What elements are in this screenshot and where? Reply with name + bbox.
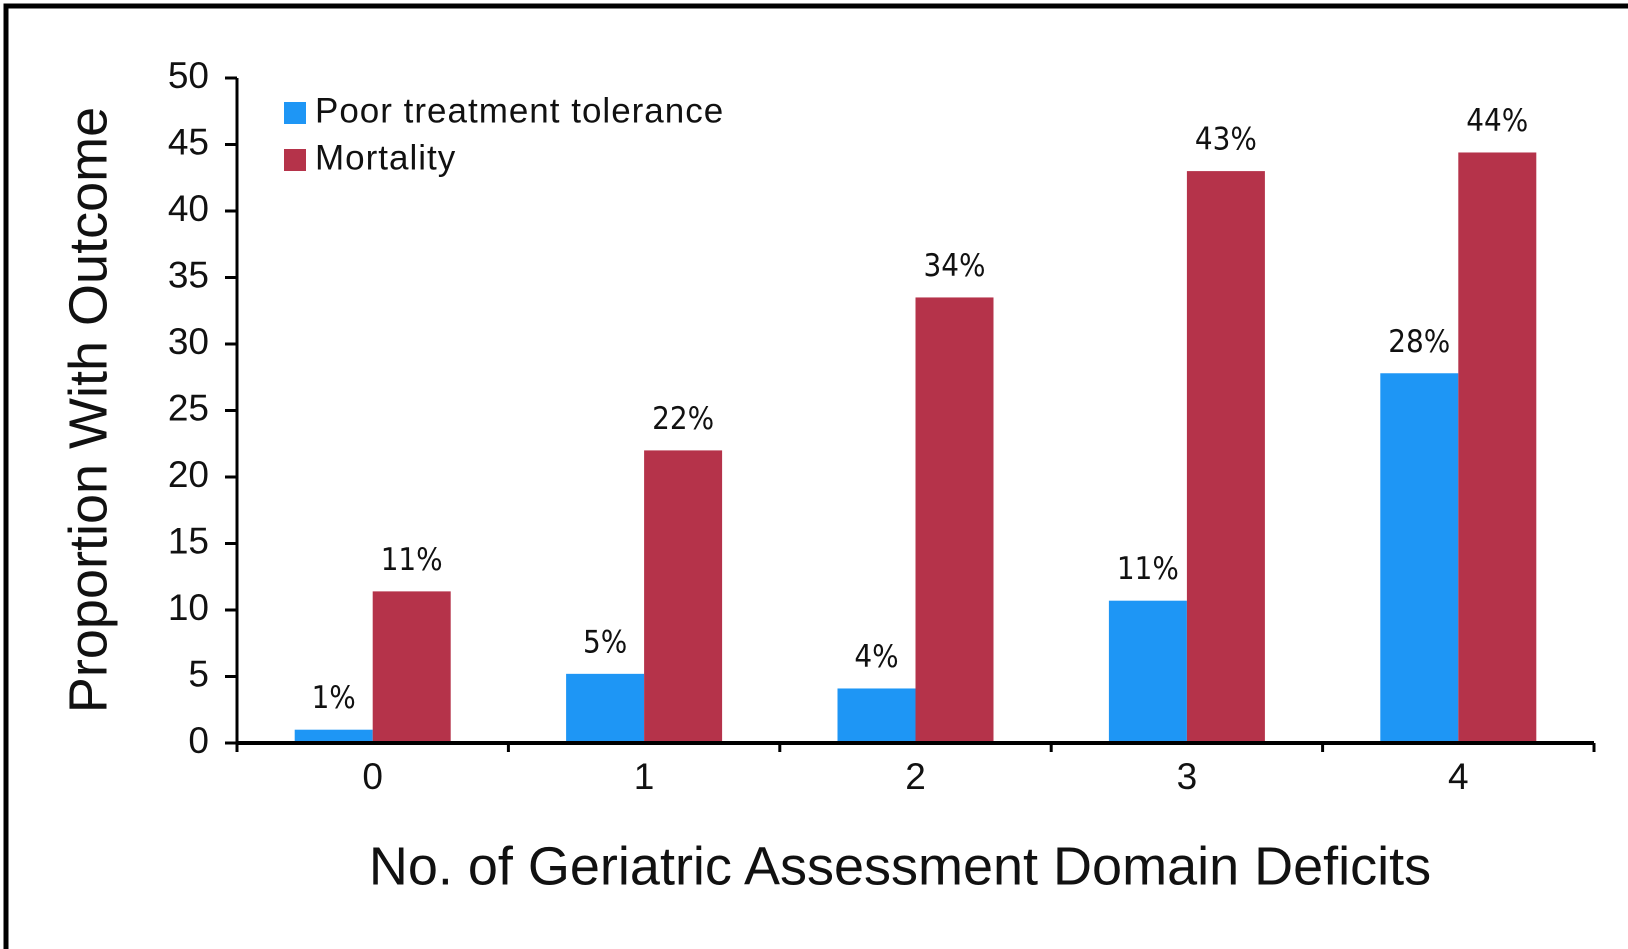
y-tick-label: 40 (168, 188, 209, 229)
y-tick-label: 50 (168, 55, 209, 96)
value-label: 43% (1195, 122, 1257, 158)
y-tick-label: 15 (168, 520, 209, 561)
y-tick-label: 20 (168, 454, 209, 495)
frame (3, 3, 1628, 949)
legend-label: Mortality (315, 138, 456, 177)
x-tick-label: 1 (634, 756, 655, 797)
bar (372, 591, 451, 743)
legend-swatch (284, 149, 306, 171)
value-label: 5% (583, 624, 627, 660)
bar (915, 297, 994, 743)
legend-swatch (284, 102, 306, 124)
y-tick-label: 10 (168, 587, 209, 628)
value-label: 44% (1466, 103, 1528, 139)
y-tick-label: 45 (168, 121, 209, 162)
bar (837, 688, 916, 743)
y-tick-label: 25 (168, 387, 209, 428)
value-label: 34% (924, 248, 986, 284)
value-label: 1% (312, 680, 356, 716)
bar (1186, 171, 1265, 744)
x-axis-title: No. of Geriatric Assessment Domain Defic… (369, 836, 1431, 896)
y-axis-title: Proportion With Outcome (58, 107, 118, 713)
bar (294, 729, 373, 743)
bar (644, 450, 723, 743)
value-label: 22% (652, 401, 714, 437)
y-tick-label: 5 (188, 653, 209, 694)
bar (566, 673, 645, 743)
value-label: 4% (854, 639, 898, 675)
bar (1458, 152, 1537, 744)
legend-label: Poor treatment tolerance (315, 91, 724, 130)
x-tick-label: 4 (1448, 756, 1469, 797)
y-tick-label: 35 (168, 254, 209, 295)
y-tick-label: 0 (188, 720, 209, 761)
x-tick-label: 0 (362, 756, 383, 797)
value-label: 28% (1388, 324, 1450, 360)
x-tick-label: 2 (905, 756, 926, 797)
value-label: 11% (381, 542, 443, 578)
x-tick-label: 3 (1177, 756, 1198, 797)
value-label: 11% (1117, 551, 1179, 587)
bar (1380, 373, 1459, 743)
bar (1108, 600, 1187, 743)
y-tick-label: 30 (168, 321, 209, 362)
